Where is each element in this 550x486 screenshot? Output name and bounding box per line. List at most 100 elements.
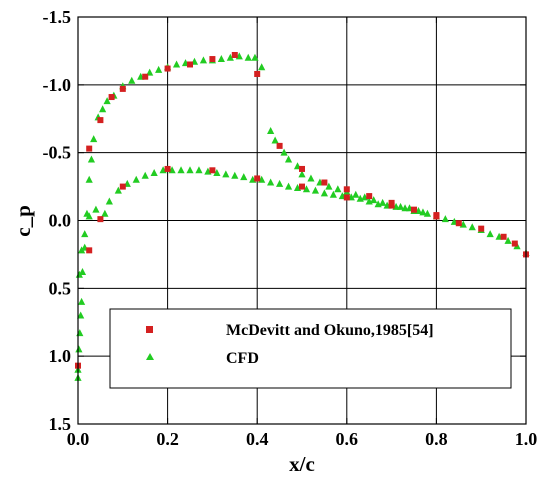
- experiment-point: [276, 142, 283, 149]
- cfd-point: [352, 190, 360, 198]
- legend-label-cfd: CFD: [226, 350, 259, 367]
- cfd-point: [320, 189, 328, 197]
- legend-label-experiment: McDevitt and Okuno,1985[54]: [226, 322, 434, 339]
- cfd-point: [132, 175, 140, 183]
- cfd-point: [374, 200, 382, 208]
- legend-triangle-marker: [146, 353, 154, 360]
- cfd-point: [231, 171, 239, 179]
- experiment-point: [254, 70, 261, 77]
- experiment-point: [478, 225, 485, 232]
- cfd-point: [77, 297, 86, 305]
- experiment-point: [97, 216, 104, 223]
- cfd-point: [251, 53, 259, 61]
- x-tick-label: 0.6: [336, 429, 359, 449]
- experiment-point: [299, 183, 305, 190]
- cfd-point: [329, 190, 337, 198]
- legend-box: [109, 308, 512, 389]
- experiment-point: [164, 165, 171, 172]
- cfd-point: [222, 170, 230, 178]
- y-tick-label: 1.5: [49, 414, 72, 434]
- cfd-point: [78, 268, 87, 276]
- x-tick-label: 1.0: [515, 429, 538, 449]
- cfd-point: [128, 76, 136, 84]
- cfd-point: [77, 246, 86, 254]
- experiment-point: [299, 165, 305, 172]
- cfd-point: [150, 169, 158, 177]
- experiment-point: [119, 183, 126, 190]
- experiment-point: [511, 240, 518, 247]
- cfd-point: [103, 97, 111, 105]
- cfd-point: [504, 236, 512, 244]
- experiment-point: [366, 193, 373, 200]
- y-axis-title: c_p: [11, 205, 35, 237]
- x-tick-label: 0.0: [67, 429, 90, 449]
- experiment-point: [164, 65, 171, 72]
- cfd-point: [271, 136, 279, 144]
- experiment-point: [254, 175, 261, 182]
- cfd-point: [284, 155, 293, 163]
- cfd-point: [213, 169, 221, 177]
- cfd-point: [267, 126, 275, 134]
- cfd-point: [75, 345, 83, 353]
- experiment-point: [209, 56, 216, 63]
- cfd-point: [276, 179, 284, 187]
- experiment-point: [433, 212, 440, 219]
- cfd-point: [280, 148, 288, 156]
- cfd-point: [177, 166, 185, 174]
- experiment-point: [321, 179, 328, 186]
- cfd-point: [244, 53, 252, 61]
- cfd-point: [99, 105, 107, 113]
- y-tick-label: 0.0: [49, 211, 72, 231]
- cfd-point: [311, 186, 320, 194]
- cfd-point: [199, 56, 208, 64]
- cfd-point: [141, 171, 149, 179]
- experiment-point: [343, 194, 350, 201]
- cfd-point: [302, 185, 311, 193]
- cfd-point: [240, 173, 248, 181]
- y-tick-label: -0.5: [43, 143, 72, 163]
- cfd-point: [486, 230, 494, 238]
- cfd-point: [114, 186, 122, 194]
- cfd-point: [307, 174, 315, 182]
- cfd-point: [298, 170, 306, 178]
- plot-frame: [77, 16, 527, 425]
- cfd-point: [186, 166, 194, 174]
- cfd-point: [334, 185, 342, 193]
- x-tick-label: 0.4: [246, 429, 269, 449]
- legend: McDevitt and Okuno,1985[54] CFD: [109, 308, 512, 389]
- y-tick-label: -1.0: [43, 75, 72, 95]
- experiment-point: [97, 117, 104, 124]
- cfd-point: [365, 197, 373, 205]
- experiment-point: [455, 220, 462, 227]
- cfd-point: [379, 198, 387, 206]
- cfd-point: [87, 155, 96, 163]
- cfd-point: [81, 230, 89, 238]
- cfd-point: [101, 209, 109, 217]
- cfd-point: [468, 223, 476, 231]
- cfd-point: [258, 63, 266, 71]
- cfd-point: [155, 65, 163, 73]
- cfd-point: [172, 60, 181, 68]
- y-tick-label: 1.0: [49, 346, 72, 366]
- y-tick-label: 0.5: [49, 278, 72, 298]
- legend-square-marker: [146, 326, 153, 333]
- cfd-point: [441, 215, 449, 223]
- experiment-point: [231, 51, 238, 58]
- cfd-point: [90, 135, 98, 143]
- experiment-point: [86, 247, 93, 254]
- experiment-point: [142, 73, 149, 80]
- cfd-point: [226, 53, 234, 61]
- cfd-point: [217, 55, 225, 63]
- experiment-point: [119, 85, 126, 92]
- cfd-point: [267, 178, 275, 186]
- cfd-point: [85, 212, 93, 220]
- experiment-point: [209, 167, 216, 174]
- tick-labels: 0.0 0.2 0.4 0.6 0.8 1.0 -1.5 -1.0 -0.5 0.0 0.5 1.0 1…: [43, 7, 538, 449]
- x-axis-title: x/c: [289, 452, 315, 476]
- experiment-series: [75, 51, 529, 369]
- cfd-point: [325, 182, 333, 190]
- experiment-point: [500, 233, 507, 240]
- cfd-point: [401, 204, 409, 212]
- cfd-point: [85, 175, 93, 183]
